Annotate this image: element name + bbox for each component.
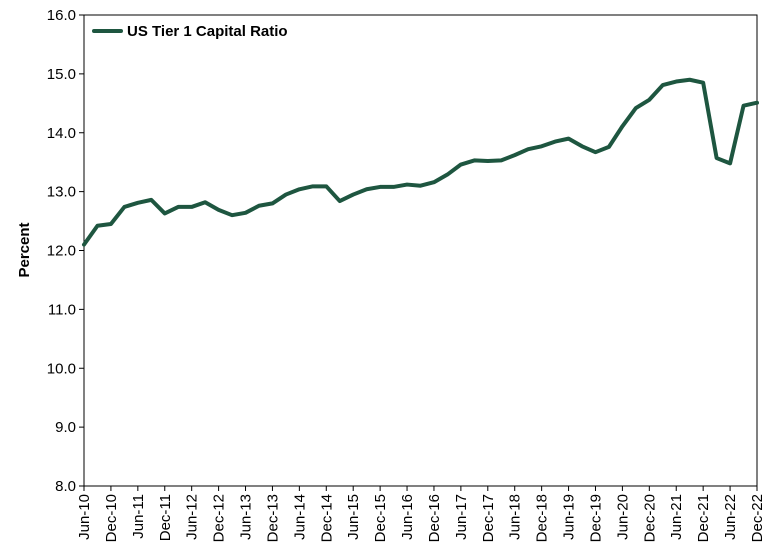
x-tick-label: Dec-14 (318, 494, 335, 542)
x-tick-label: Jun-15 (345, 494, 362, 540)
y-tick-label: 11.0 (48, 301, 76, 318)
x-tick-label: Dec-10 (103, 494, 120, 542)
plot-area (83, 14, 758, 487)
y-axis-title: Percent (16, 222, 33, 277)
x-tick-label: Jun-21 (668, 494, 685, 540)
legend-label: US Tier 1 Capital Ratio (127, 23, 288, 40)
x-tick-label: Jun-16 (399, 494, 416, 540)
x-tick-label: Jun-19 (561, 494, 578, 540)
x-axis: Jun-10 Dec-10 Jun-11 Dec-11 Jun-12 Dec-12 Jun-… (76, 486, 766, 542)
x-tick-label: Dec-18 (534, 494, 551, 542)
y-tick-label: 10.0 (47, 360, 76, 377)
x-tick-label: Jun-18 (507, 494, 524, 540)
x-tick-label: Dec-20 (641, 494, 658, 542)
x-tick-label: Dec-17 (480, 494, 497, 542)
y-tick-label: 13.0 (47, 184, 76, 201)
y-tick-label: 8.0 (55, 478, 76, 495)
y-axis: 8.0 9.0 10.0 11.0 12.0 13.0 14.0 15.0 16.0 (47, 7, 84, 495)
y-tick-label: 12.0 (47, 243, 76, 260)
x-tick-label: Dec-13 (264, 494, 281, 542)
x-tick-label: Dec-19 (587, 494, 604, 542)
x-tick-label: Dec-22 (749, 494, 766, 542)
x-tick-label: Jun-14 (291, 494, 308, 540)
x-tick-label: Jun-17 (453, 494, 470, 540)
x-tick-label: Jun-20 (614, 494, 631, 540)
x-tick-label: Jun-10 (76, 494, 93, 540)
x-tick-label: Dec-21 (695, 494, 712, 542)
y-tick-label: 14.0 (47, 125, 76, 142)
x-tick-label: Jun-12 (184, 494, 201, 540)
x-tick-label: Jun-11 (130, 494, 147, 539)
x-tick-label: Jun-13 (238, 494, 255, 540)
x-tick-label: Dec-11 (157, 494, 174, 541)
x-tick-label: Jun-22 (722, 494, 739, 540)
y-tick-label: 9.0 (55, 419, 76, 436)
y-tick-label: 16.0 (47, 7, 76, 24)
x-tick-label: Dec-15 (372, 494, 389, 542)
legend: US Tier 1 Capital Ratio (92, 23, 288, 40)
y-tick-label: 15.0 (47, 66, 76, 83)
x-tick-label: Dec-12 (211, 494, 228, 542)
series-line-us-tier-1-capital-ratio (82, 77, 759, 247)
x-tick-label: Dec-16 (426, 494, 443, 542)
